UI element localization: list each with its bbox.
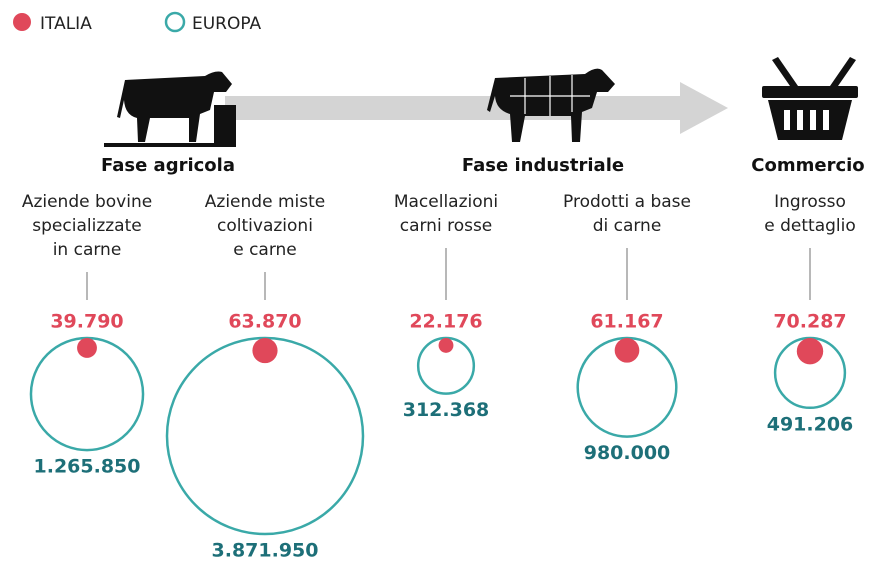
value-label: 3.871.950 (212, 540, 319, 562)
value-label: 1.265.850 (34, 456, 141, 478)
legend-label: ITALIA (40, 14, 92, 34)
arrow-head (680, 82, 728, 134)
category-label: Aziende miste coltivazioni e carne (175, 190, 355, 262)
value-label: 39.790 (50, 311, 123, 333)
value-label: 22.176 (409, 311, 482, 333)
category-label: Macellazioni carni rosse (356, 190, 536, 238)
bubble (252, 338, 277, 363)
bubble (797, 338, 823, 364)
chart: ITALIA EUROPA Fase agricola Fase industrial… (0, 0, 877, 566)
legend-marker (13, 13, 31, 31)
basket-icon (762, 57, 858, 140)
value-label: 70.287 (773, 311, 846, 333)
value-label: 61.167 (590, 311, 663, 333)
bubble (77, 338, 97, 358)
phase-label: Fase agricola (101, 155, 235, 176)
phase-label: Commercio (751, 155, 864, 176)
value-label: 63.870 (228, 311, 301, 333)
category-label: Prodotti a base di carne (537, 190, 717, 238)
value-label: 980.000 (584, 442, 671, 464)
legend-marker (166, 13, 184, 31)
legend-label: EUROPA (192, 14, 262, 34)
category-label: Ingrosso e dettaglio (720, 190, 877, 238)
category-label: Aziende bovine specializzate in carne (0, 190, 177, 262)
bubble (167, 338, 363, 534)
value-label: 312.368 (403, 399, 490, 421)
infographic: ITALIA EUROPA Fase agricola Fase industrial… (0, 0, 877, 566)
value-label: 491.206 (767, 413, 854, 435)
bubble (439, 338, 454, 353)
bubble (615, 338, 640, 363)
phase-label: Fase industriale (462, 155, 624, 176)
process-arrow (225, 96, 680, 120)
cow-icon (104, 72, 236, 148)
